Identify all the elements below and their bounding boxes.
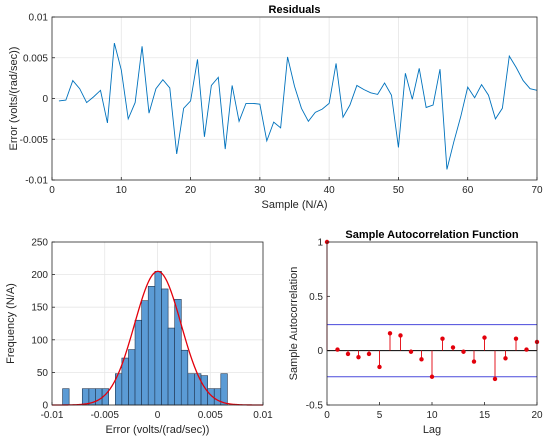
autocorr-stem-marker (461, 349, 466, 354)
histogram-bar (147, 286, 156, 406)
residuals-x-tick-label: 40 (324, 185, 336, 196)
autocorr-title: Sample Autocorrelation Function (345, 229, 518, 241)
histogram-bar (161, 288, 169, 406)
autocorr-stem-marker (471, 359, 477, 364)
histogram-y-tick-label: 250 (31, 238, 48, 249)
residuals-y-tick-label: 0.01 (29, 13, 49, 24)
residuals-y-tick-label: 0.005 (23, 53, 48, 64)
autocorr-x-tick-label: 0 (324, 410, 330, 421)
autocorr-y-tick-label: 1 (317, 238, 323, 249)
autocorr-x-tick-label: 10 (426, 410, 438, 421)
autocorr-stem-marker (492, 376, 498, 382)
histogram-bar (220, 373, 228, 406)
autocorr-y-axis-label: Sample Autocorrelation (288, 267, 300, 381)
autocorr-stem-marker (408, 349, 414, 354)
autocorr-y-tick-label: 0 (317, 346, 323, 357)
residuals-x-axis-label: Sample (N/A) (261, 199, 327, 211)
residuals-x-tick-label: 60 (462, 185, 474, 196)
autocorr-stem-marker (377, 364, 382, 370)
autocorr-x-tick-label: 20 (531, 410, 543, 421)
residuals-x-tick-label: 10 (116, 185, 128, 196)
autocorr-stem-marker (356, 354, 361, 360)
residuals-x-tick-label: 70 (531, 185, 543, 196)
histogram-x-tick-label: -0.005 (91, 410, 120, 421)
histogram-bar (141, 300, 149, 406)
histogram-bar (154, 271, 162, 406)
residuals-axes: 0 10 20 30 40 50 60 70 -0.01 -0.005 0 0.005 0.01 Resi… (8, 4, 543, 211)
autocorr-stem-marker (335, 347, 340, 352)
residuals-y-axis-label: Error (volts/(rad/sec)) (8, 47, 20, 151)
histogram-y-tick-label: 0 (42, 401, 48, 412)
histogram-y-tick-label: 50 (37, 368, 49, 379)
histogram-normal-fit-curve (51, 270, 264, 406)
autocorr-stem-marker (503, 356, 508, 361)
residuals-x-tick-label: 0 (49, 185, 55, 196)
histogram-x-tick-label: 0 (155, 410, 161, 421)
histogram-x-tick-label: 0.01 (253, 410, 273, 421)
residuals-y-tick-label: -0.005 (20, 135, 49, 146)
autocorr-x-axis-label: Lag (423, 424, 441, 436)
autocorr-stem-marker (387, 331, 393, 336)
residuals-x-tick-label: 30 (254, 185, 266, 196)
autocorr-axes-frame (326, 241, 538, 406)
histogram-axes: -0.01 -0.005 0 0.005 0.01 0 50 100 150 200 250 Erro… (5, 238, 273, 437)
histogram-bar (121, 357, 129, 406)
autocorr-x-tick-label: 15 (479, 410, 491, 421)
histogram-bar (167, 327, 175, 406)
residuals-x-tick-label: 50 (393, 185, 405, 196)
autocorr-y-tick-label: -0.5 (306, 401, 324, 412)
autocorr-stem-marker (345, 351, 351, 357)
autocorr-stem-marker (429, 374, 435, 379)
histogram-x-tick-label: -0.01 (41, 410, 64, 421)
histogram-bar (180, 349, 189, 406)
histogram-x-axis-label: Error (volts/(rad/sec)) (106, 424, 210, 436)
autocorr-stem-marker (398, 333, 403, 338)
autocorr-y-tick-label: 0.5 (309, 292, 323, 303)
histogram-bar (187, 373, 195, 406)
histogram-y-tick-label: 100 (31, 335, 48, 346)
residuals-x-tick-label: 20 (185, 185, 197, 196)
histogram-bar (62, 388, 70, 406)
histogram-x-tick-label: 0.005 (198, 410, 223, 421)
autocorr-stem-marker (513, 336, 519, 341)
histogram-bar (81, 388, 90, 406)
histogram-y-tick-label: 200 (31, 270, 48, 281)
histogram-bar (95, 388, 103, 406)
histogram-y-axis-label: Frequency (N/A) (5, 283, 17, 364)
residuals-y-tick-label: 0 (42, 94, 48, 105)
autocorr-stem-marker (482, 335, 487, 340)
histogram-bar (128, 349, 136, 406)
residuals-y-tick-label: -0.01 (25, 176, 48, 187)
autocorr-stem-marker (524, 347, 529, 352)
residuals-axes-frame (51, 16, 538, 181)
residuals-series-line (58, 42, 538, 170)
autocorr-plot-area (327, 242, 537, 405)
autocorr-x-tick-label: 5 (377, 410, 383, 421)
histogram-bar (134, 319, 142, 406)
residuals-title: Residuals (269, 4, 321, 16)
autocorr-stem-marker (440, 336, 445, 341)
autocorr-stem-marker (419, 357, 424, 362)
autocorr-stem-marker (366, 351, 372, 357)
histogram-bar (213, 388, 222, 406)
autocorr-stem-marker (450, 345, 456, 350)
histogram-y-tick-label: 150 (31, 303, 48, 314)
histogram-axes-frame (51, 241, 264, 406)
